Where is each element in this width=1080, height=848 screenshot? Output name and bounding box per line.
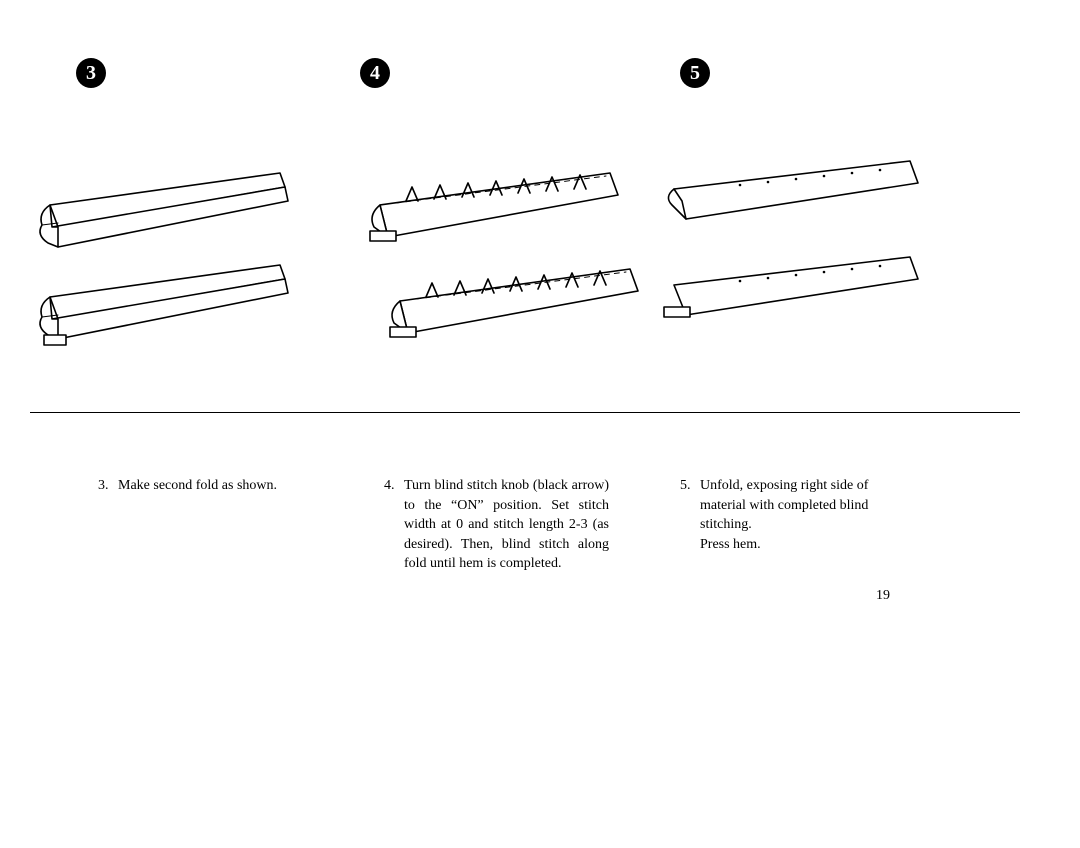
figure-step-3 xyxy=(30,155,310,385)
caption-5-number: 5. xyxy=(680,476,700,496)
caption-3-text: Make second fold as shown. xyxy=(98,476,277,496)
caption-step-3: 3. Make second fold as shown. xyxy=(98,476,277,496)
step-badge-4: 4 xyxy=(360,58,390,88)
caption-3-number: 3. xyxy=(98,476,118,496)
manual-page: 3 4 5 xyxy=(0,0,1080,848)
caption-4-number: 4. xyxy=(384,476,404,496)
caption-step-5: 5. Unfold, exposing right side of materi… xyxy=(680,476,910,554)
step-badge-5: 5 xyxy=(680,58,710,88)
step-badge-3: 3 xyxy=(76,58,106,88)
caption-step-4: 4. Turn blind stitch knob (black arrow) … xyxy=(384,476,609,574)
page-number: 19 xyxy=(876,588,890,604)
figure-step-5 xyxy=(660,155,940,385)
caption-4-text: Turn blind stitch knob (black arrow) to … xyxy=(384,476,609,574)
divider xyxy=(30,412,1020,413)
caption-5-text: Unfold, exposing right side of material … xyxy=(680,476,910,554)
figure-step-4 xyxy=(360,155,640,385)
